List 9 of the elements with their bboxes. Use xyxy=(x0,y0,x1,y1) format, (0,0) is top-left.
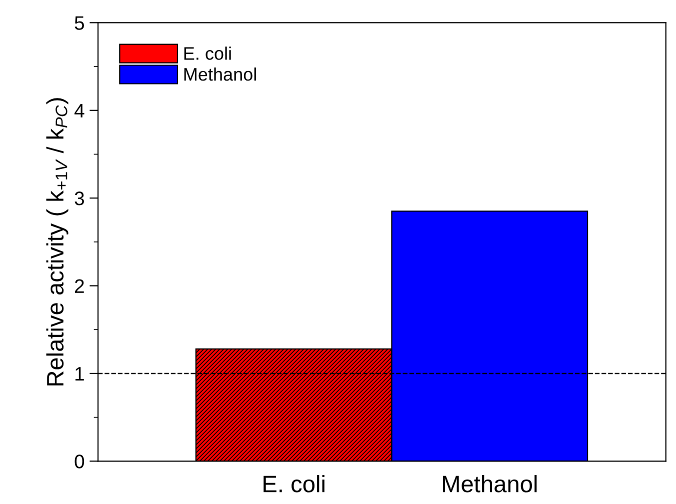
y-tick-label: 2 xyxy=(74,279,84,293)
y-tick-label: 1 xyxy=(75,367,84,381)
legend-label: E. coli xyxy=(184,46,231,60)
y-tick-label: 4 xyxy=(74,104,84,118)
y-axis-title: Relative activity ( k$_{+1V}$ / k$_{PC}$) xyxy=(46,98,68,386)
y-tick-label: 5 xyxy=(74,16,84,30)
legend-label: Methanol xyxy=(184,68,256,81)
y-tick-label: 3 xyxy=(74,192,84,206)
y-tick-label: 0 xyxy=(74,454,84,468)
